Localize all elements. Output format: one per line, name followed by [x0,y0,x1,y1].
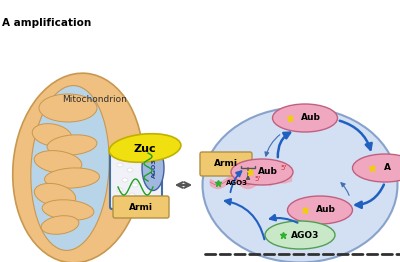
Ellipse shape [32,124,72,146]
Ellipse shape [13,73,143,262]
Text: AGO3: AGO3 [291,231,319,239]
Text: Aub: Aub [258,167,278,177]
Ellipse shape [109,134,181,162]
Text: AGO3: AGO3 [226,180,248,186]
Text: AGO3: AGO3 [152,158,156,178]
FancyBboxPatch shape [110,153,162,209]
Text: Aub: Aub [301,113,321,123]
Ellipse shape [44,168,100,188]
Ellipse shape [117,163,123,167]
Ellipse shape [39,94,97,122]
Text: Armi: Armi [129,203,153,211]
Text: 5': 5' [281,165,287,171]
Ellipse shape [129,193,135,197]
Text: Zuc: Zuc [134,144,156,154]
Text: Aub: Aub [316,205,336,215]
FancyBboxPatch shape [113,196,169,218]
Text: A: A [384,163,390,172]
Ellipse shape [122,178,128,182]
Ellipse shape [31,86,109,250]
Text: 5': 5' [255,176,261,182]
Ellipse shape [202,107,398,262]
Ellipse shape [352,154,400,182]
Ellipse shape [288,196,352,224]
Ellipse shape [265,221,335,249]
Ellipse shape [47,135,97,155]
Ellipse shape [41,216,79,234]
Ellipse shape [272,104,338,132]
Text: Mitochondrion: Mitochondrion [62,95,128,104]
Ellipse shape [142,145,164,190]
Ellipse shape [132,183,138,187]
Ellipse shape [127,168,133,172]
Ellipse shape [121,200,127,204]
Text: Armi: Armi [214,160,238,168]
FancyBboxPatch shape [200,152,252,176]
Ellipse shape [42,200,94,220]
Ellipse shape [34,151,82,173]
Ellipse shape [34,183,76,207]
Ellipse shape [231,159,293,185]
Text: A amplification: A amplification [2,18,91,28]
Ellipse shape [117,188,123,192]
